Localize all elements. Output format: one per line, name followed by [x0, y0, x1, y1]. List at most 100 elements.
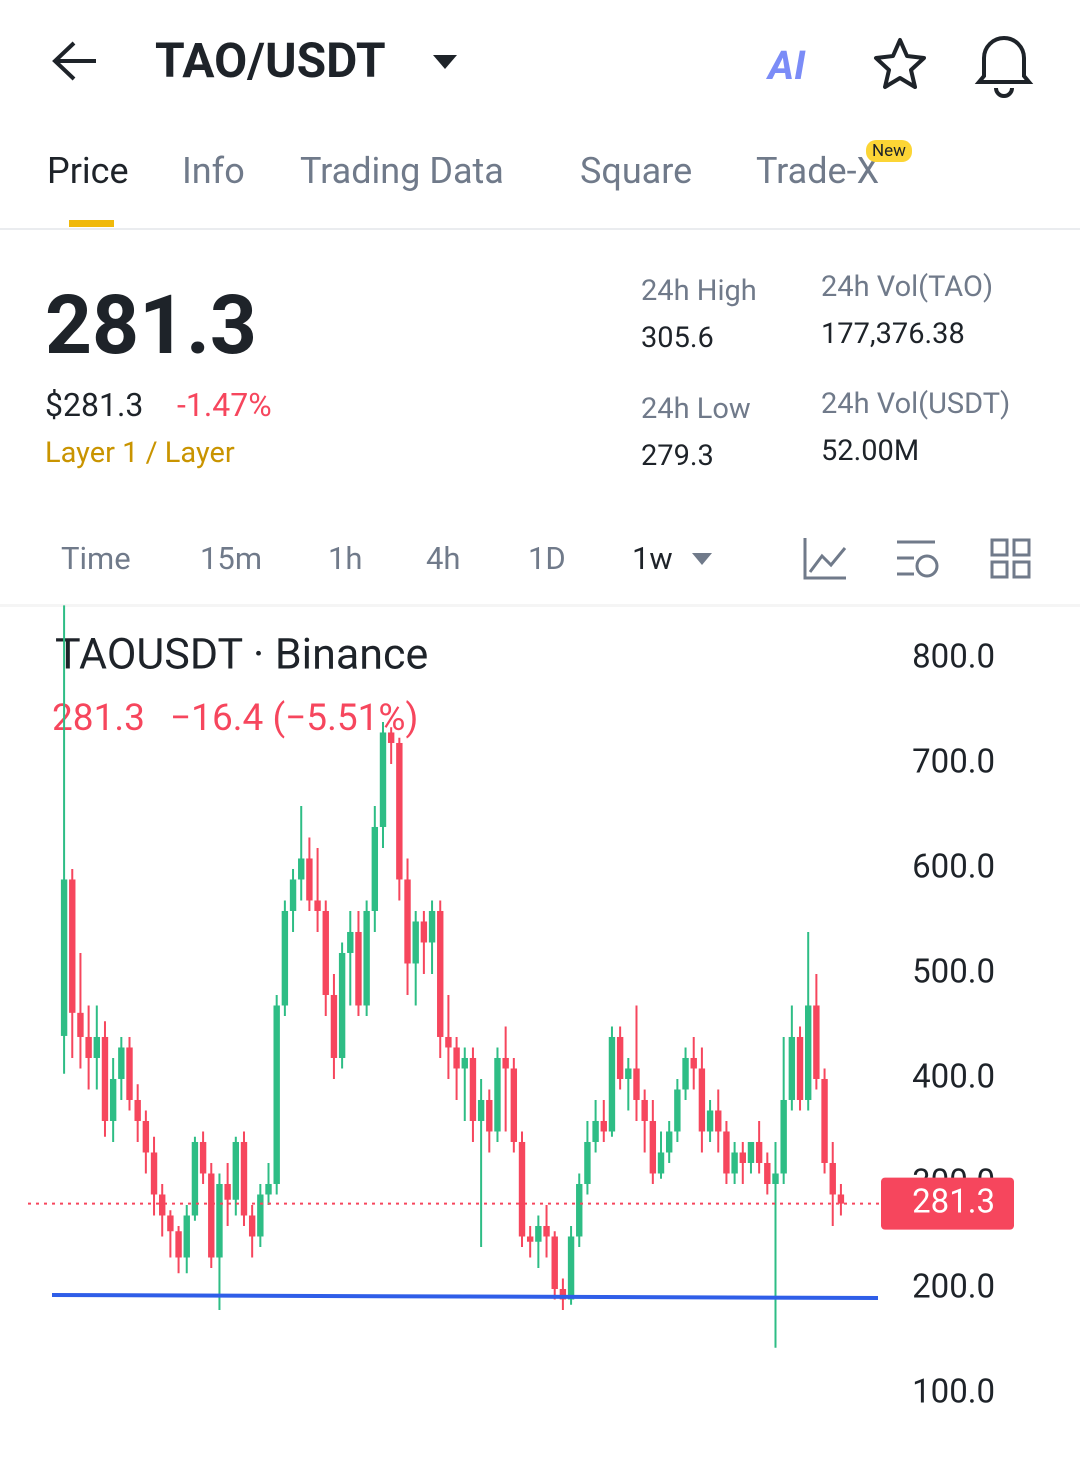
stat-value: 177,376.38 — [821, 317, 965, 351]
candle-body — [69, 879, 76, 1013]
candle-body — [625, 1068, 632, 1079]
ai-button[interactable]: AI — [768, 42, 806, 89]
candle-body — [199, 1141, 207, 1174]
interval[interactable]: 1h — [328, 540, 363, 577]
chart-title: TAOUSDT · Binance — [55, 629, 428, 679]
candle-body — [60, 879, 68, 1036]
layout-button[interactable] — [990, 538, 1031, 579]
candle-body — [265, 1183, 272, 1195]
tab-indicator — [69, 220, 114, 227]
usd-price: $281.3 — [45, 386, 144, 424]
candle-body — [592, 1120, 599, 1142]
interval[interactable]: 4h — [426, 540, 461, 577]
candle-body — [347, 931, 354, 953]
candle-body — [608, 1036, 616, 1132]
category[interactable]: Layer 1 / Layer — [45, 436, 235, 470]
candle-body — [314, 900, 321, 911]
favorite-button[interactable] — [874, 38, 926, 89]
candle-body — [404, 879, 411, 964]
candle-body — [150, 1152, 158, 1195]
tab[interactable]: Trade-X — [756, 150, 880, 192]
stat-label: 24h High — [641, 274, 757, 308]
tab[interactable]: Square — [580, 150, 693, 192]
candle-body — [363, 910, 370, 1006]
interval[interactable]: 15m — [200, 540, 263, 577]
candle-body — [232, 1141, 240, 1200]
candle-body — [428, 910, 436, 943]
candle-body — [526, 1236, 534, 1242]
y-tick-label: 800.0 — [912, 638, 995, 677]
candle-body — [747, 1141, 755, 1163]
candle-body — [535, 1225, 542, 1242]
candle-body — [518, 1141, 526, 1237]
candle-body — [551, 1236, 558, 1289]
candle-body — [576, 1183, 583, 1237]
chart-subtitle: −16.4 (−5.51%) — [170, 697, 418, 740]
candle-body — [690, 1057, 697, 1069]
candle-body — [159, 1194, 166, 1216]
candle-body — [821, 1078, 828, 1163]
tab[interactable]: Trading Data — [300, 150, 504, 192]
candle-body — [469, 1057, 477, 1121]
tab[interactable]: Info — [182, 150, 245, 192]
candle-body — [805, 1005, 812, 1100]
indicator-button[interactable] — [803, 538, 847, 580]
interval[interactable]: 1D — [528, 540, 566, 577]
interval-dropdown[interactable] — [692, 553, 712, 565]
candle-body — [109, 1078, 117, 1121]
candle-body — [289, 879, 297, 911]
candle-body — [183, 1215, 190, 1258]
candle-body — [224, 1183, 231, 1200]
divider — [0, 604, 1080, 607]
header-icons — [0, 36, 1080, 230]
candle-body — [355, 931, 362, 1006]
interval[interactable]: 1w — [632, 540, 673, 577]
stat-value: 52.00M — [821, 434, 920, 468]
candle-body — [772, 1173, 779, 1184]
back-button[interactable] — [52, 41, 96, 81]
pair-title[interactable]: TAO/USDT — [155, 32, 386, 89]
y-tick-label: 700.0 — [912, 743, 995, 782]
toolbar-icons — [0, 538, 1080, 607]
candle-body — [126, 1047, 133, 1100]
y-tick-label: 400.0 — [912, 1058, 995, 1097]
candle-body — [379, 732, 387, 827]
candle-body — [510, 1068, 518, 1142]
candle-body — [281, 910, 289, 1006]
interval[interactable]: Time — [61, 540, 131, 577]
chart-subtitle: 281.3 — [52, 697, 145, 740]
candle-body — [420, 921, 428, 943]
candle-body — [486, 1099, 493, 1132]
candle-body — [796, 1036, 804, 1100]
alert-button[interactable] — [974, 36, 1034, 98]
candle-body — [682, 1057, 689, 1090]
candle-body — [600, 1120, 607, 1132]
candle-body — [338, 952, 346, 1058]
candle-body — [813, 1005, 820, 1079]
tab[interactable]: Price — [47, 150, 129, 192]
settings-icon — [915, 554, 939, 578]
new-badge: New — [866, 140, 912, 162]
y-tick-label: 500.0 — [912, 953, 995, 992]
candle-body — [649, 1120, 657, 1174]
stat-value: 279.3 — [641, 439, 714, 473]
last-price: 281.3 — [45, 278, 257, 374]
candle-body — [837, 1194, 845, 1204]
candle-body — [698, 1068, 706, 1132]
dropdown-arrow[interactable] — [433, 55, 457, 69]
last-price-tag — [881, 1177, 1014, 1230]
candle-body — [330, 994, 338, 1058]
settings-button[interactable] — [897, 540, 935, 576]
candle-body — [739, 1152, 746, 1163]
candle-body — [559, 1288, 567, 1300]
candle-body — [396, 742, 403, 880]
candle-body — [191, 1141, 199, 1216]
candle-body — [77, 1012, 84, 1037]
y-tick-label: 600.0 — [912, 848, 995, 887]
candle-body — [175, 1231, 182, 1258]
candle-body — [788, 1036, 796, 1100]
candle-body — [502, 1057, 509, 1069]
price-change: -1.47% — [177, 386, 272, 424]
candle-body — [167, 1215, 174, 1232]
candle-body — [257, 1194, 264, 1237]
